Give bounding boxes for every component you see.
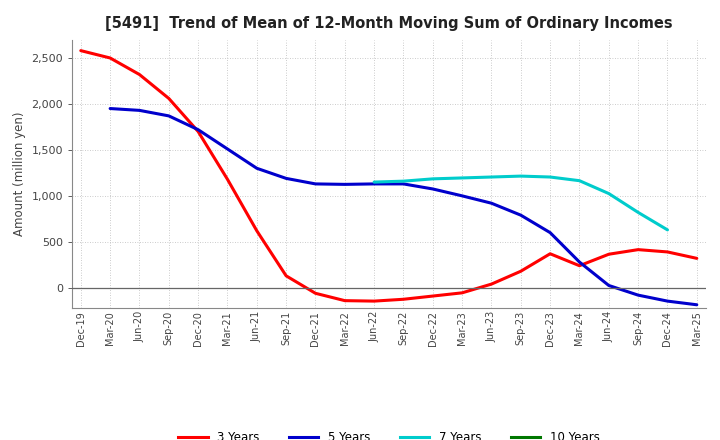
Y-axis label: Amount (million yen): Amount (million yen) (13, 112, 26, 236)
Legend: 3 Years, 5 Years, 7 Years, 10 Years: 3 Years, 5 Years, 7 Years, 10 Years (174, 427, 604, 440)
Title: [5491]  Trend of Mean of 12-Month Moving Sum of Ordinary Incomes: [5491] Trend of Mean of 12-Month Moving … (105, 16, 672, 32)
